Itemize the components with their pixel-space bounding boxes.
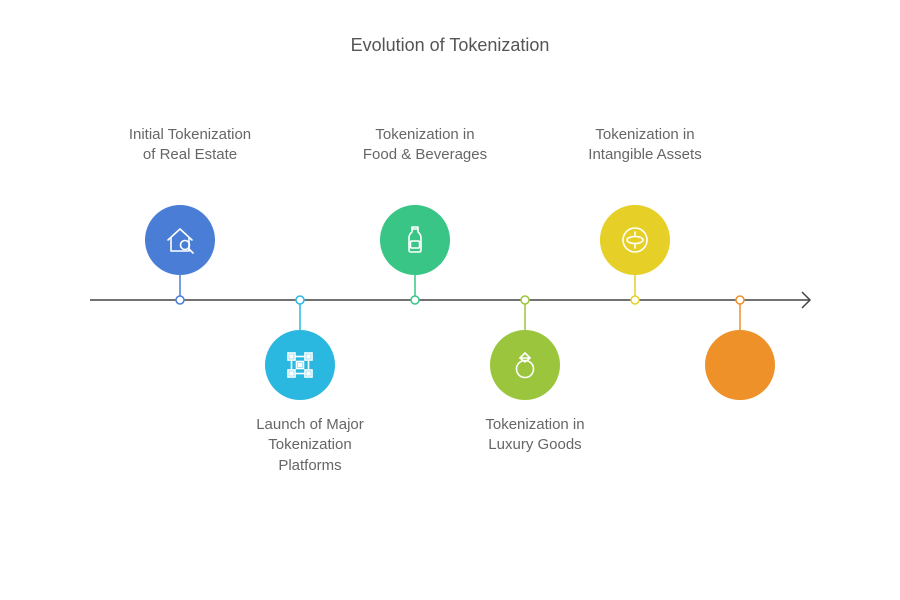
house-search-icon <box>160 220 200 260</box>
bottle-icon <box>395 220 435 260</box>
timeline-node <box>600 205 670 275</box>
timeline-node-label: Tokenization in Luxury Goods <box>470 415 600 456</box>
timeline-node-label: Tokenization in Intangible Assets <box>580 125 710 166</box>
coin-icon <box>615 220 655 260</box>
timeline-node-label: Initial Tokenization of Real Estate <box>125 125 255 166</box>
ring-icon <box>505 345 545 385</box>
timeline-node <box>705 330 775 400</box>
timeline-node <box>380 205 450 275</box>
timeline-node <box>265 330 335 400</box>
timeline-node-label: Launch of Major Tokenization Platforms <box>245 415 375 476</box>
timeline-axis <box>0 0 900 600</box>
timeline-node-label: Tokenization in Food & Beverages <box>360 125 490 166</box>
timeline-node <box>490 330 560 400</box>
qr-icon <box>280 345 320 385</box>
timeline-node <box>145 205 215 275</box>
